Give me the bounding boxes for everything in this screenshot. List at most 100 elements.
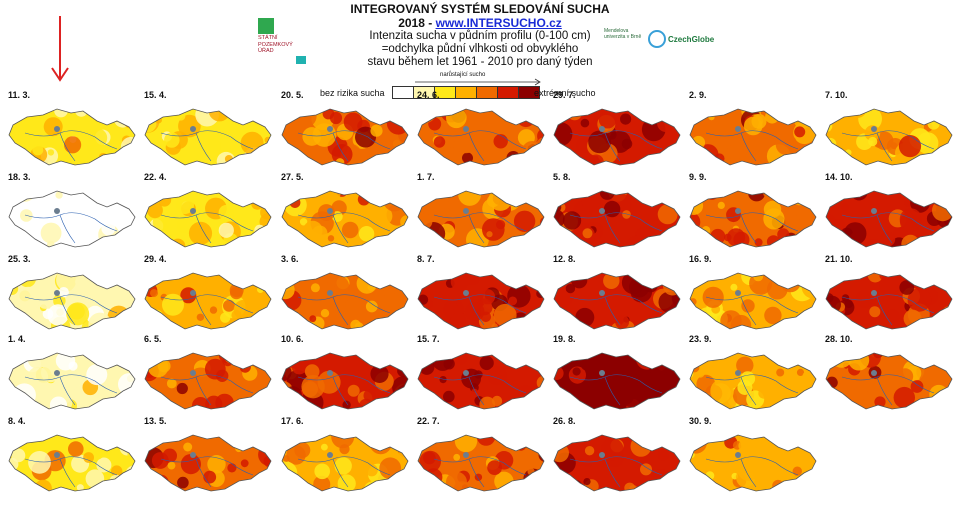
- czech-map: [689, 272, 817, 330]
- drought-patch: [92, 435, 115, 456]
- drought-patch: [697, 144, 719, 165]
- river-lines: [433, 456, 527, 488]
- map-date-label: 23. 9.: [689, 334, 712, 344]
- drought-patch: [9, 129, 16, 139]
- drought-patch: [176, 196, 194, 215]
- drought-patch: [690, 159, 694, 165]
- drought-patch: [761, 451, 776, 465]
- drought-patch: [74, 278, 83, 286]
- drought-patch: [180, 314, 190, 324]
- drought-patch: [554, 313, 565, 323]
- drought-patch: [562, 381, 569, 388]
- drought-patch: [178, 114, 201, 138]
- drought-patch: [111, 114, 120, 123]
- drought-patch: [240, 273, 252, 280]
- drought-patch: [826, 391, 833, 399]
- map-date-label: 6. 5.: [144, 334, 162, 344]
- drought-patch: [242, 322, 253, 329]
- drought-patch: [802, 435, 816, 449]
- prague-marker: [599, 290, 605, 296]
- drought-patch: [86, 364, 108, 386]
- drought-patch: [204, 358, 226, 380]
- river-lines: [297, 130, 391, 162]
- prague-marker: [327, 452, 333, 458]
- czech-map: [417, 352, 545, 410]
- drought-patch: [736, 356, 754, 374]
- website-link[interactable]: www.INTERSUCHO.cz: [435, 16, 562, 30]
- country-border: [825, 272, 953, 330]
- drought-patch: [796, 156, 803, 163]
- drought-patch: [383, 286, 395, 298]
- drought-patch: [802, 371, 811, 380]
- drought-patch: [286, 445, 306, 465]
- legend-arrow-icon: [415, 78, 541, 86]
- czech-map: [144, 272, 272, 330]
- drought-patch: [339, 444, 350, 455]
- drought-patch: [775, 133, 798, 156]
- drought-patch: [809, 316, 816, 325]
- drought-patch: [447, 198, 460, 212]
- map-date-label: 19. 8.: [553, 334, 576, 344]
- drought-patch: [792, 466, 802, 476]
- drought-patch: [225, 273, 244, 284]
- drought-patch: [47, 149, 55, 156]
- spu-logo: STÁTNÍ POZEMKOVÝ ÚŘAD: [258, 18, 318, 66]
- drought-patch: [895, 157, 903, 165]
- drought-patch: [657, 204, 678, 225]
- map-date-label: 13. 5.: [144, 416, 167, 426]
- drought-map: 22. 4.: [141, 172, 276, 255]
- drought-patch: [77, 280, 94, 297]
- drought-patch: [259, 142, 271, 165]
- drought-patch: [9, 282, 19, 295]
- drought-patch: [635, 353, 659, 370]
- drought-patch: [148, 110, 157, 119]
- prague-marker: [463, 208, 469, 214]
- drought-patch: [903, 309, 922, 328]
- drought-map: 5. 8.: [550, 172, 685, 255]
- drought-patch: [797, 157, 811, 165]
- drought-patch: [736, 467, 756, 488]
- drought-patch: [855, 289, 874, 309]
- drought-patch: [165, 393, 184, 409]
- drought-patch: [910, 380, 924, 393]
- drought-patch: [644, 148, 661, 165]
- drought-patch: [126, 158, 135, 165]
- prague-marker: [599, 370, 605, 376]
- drought-map: 28. 10.: [822, 334, 957, 417]
- drought-patch: [690, 353, 694, 359]
- drought-map: 22. 7.: [414, 416, 549, 499]
- description-line-1: Intenzita sucha v půdním profilu (0-100 …: [369, 30, 591, 42]
- country-border: [281, 434, 409, 492]
- drought-patch: [525, 353, 535, 359]
- country-border: [281, 272, 409, 330]
- drought-patch: [450, 312, 467, 328]
- country-border: [689, 272, 817, 330]
- drought-map: 1. 4.: [5, 334, 140, 417]
- drought-patch: [188, 221, 213, 245]
- drought-patch: [932, 191, 949, 207]
- country-border: [144, 272, 272, 330]
- drought-patch: [519, 358, 527, 365]
- drought-patch: [418, 109, 437, 123]
- drought-patch: [359, 398, 374, 409]
- country-border: [689, 352, 817, 410]
- czech-map: [689, 434, 817, 492]
- drought-patch: [124, 117, 135, 129]
- drought-patch: [47, 304, 69, 326]
- country-border: [689, 108, 817, 166]
- drought-patch: [16, 286, 41, 311]
- country-border: [689, 434, 817, 492]
- czech-map: [144, 352, 272, 410]
- drought-patch: [379, 109, 400, 123]
- drought-patch: [196, 313, 205, 321]
- drought-patch: [927, 117, 940, 130]
- prague-marker: [54, 452, 60, 458]
- drought-patch: [443, 390, 455, 403]
- drought-patch: [776, 368, 785, 377]
- drought-patch: [458, 191, 482, 206]
- prague-marker: [735, 290, 741, 296]
- drought-map: 24. 6.: [414, 90, 549, 173]
- country-border: [144, 108, 272, 166]
- river-lines: [841, 374, 935, 406]
- drought-patch: [325, 191, 341, 201]
